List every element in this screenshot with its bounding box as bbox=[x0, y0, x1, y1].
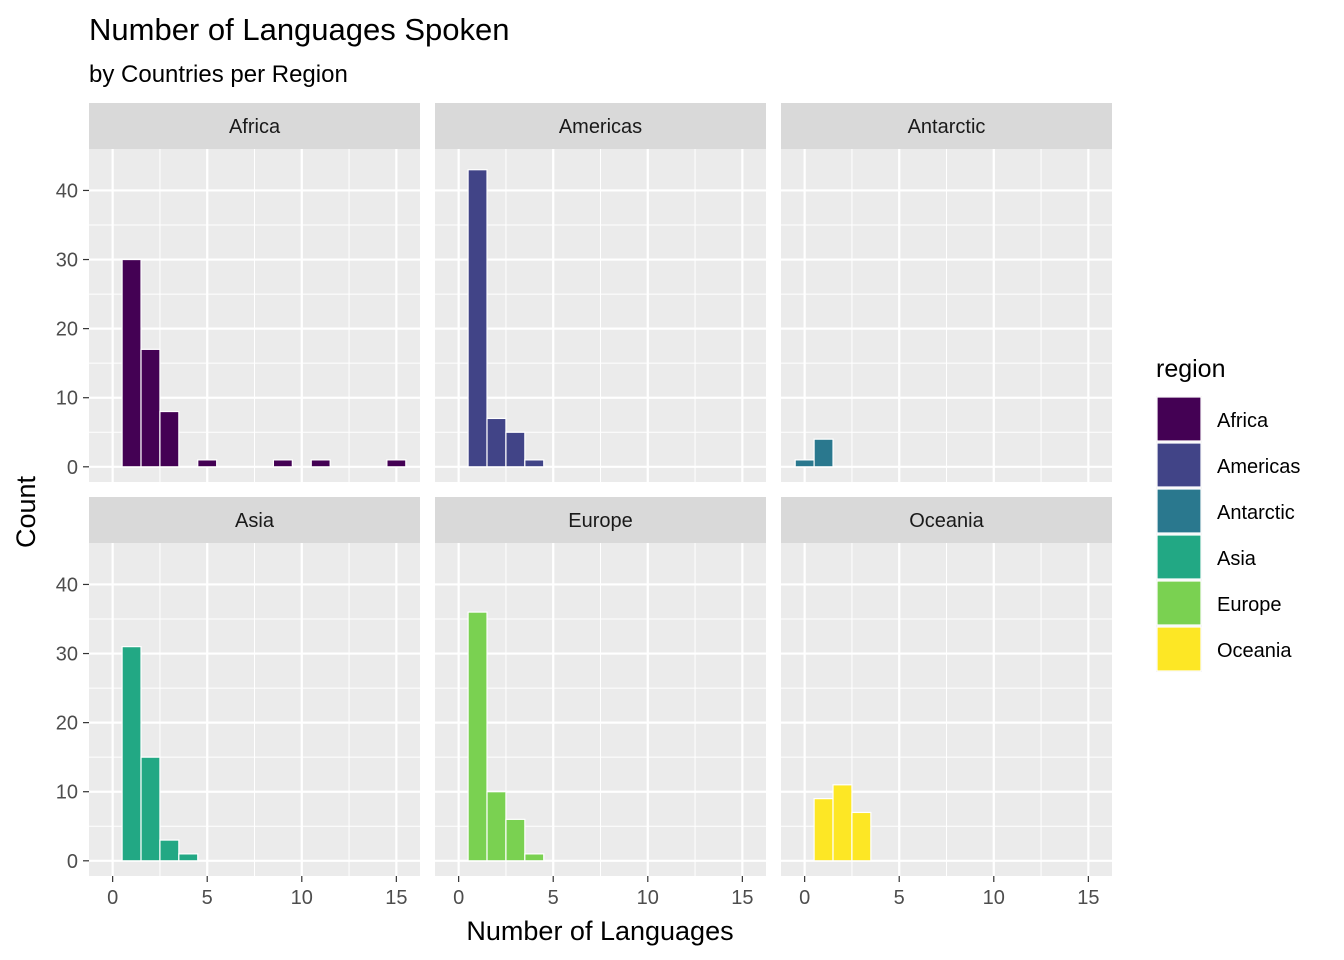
facet-strip-label-oceania: Oceania bbox=[909, 510, 984, 532]
bar-europe-x3 bbox=[505, 818, 526, 862]
x-tick-label: 10 bbox=[637, 887, 659, 909]
legend-label-oceania: Oceania bbox=[1217, 640, 1292, 662]
legend-label-africa: Africa bbox=[1217, 410, 1269, 432]
bar-africa-x5 bbox=[197, 459, 218, 468]
bar-africa-x9 bbox=[272, 459, 293, 468]
facet-africa: Africa 0 10 20 30 40 bbox=[56, 103, 420, 482]
bar-africa-x1 bbox=[121, 258, 142, 468]
bar-oceania-x2 bbox=[832, 784, 853, 862]
bar-oceania-x1 bbox=[813, 798, 834, 862]
bar-asia-x3 bbox=[159, 839, 180, 862]
facet-panels: Africa 0 10 20 30 40 Americas Antarctic Asia 0 10 2… bbox=[56, 103, 1112, 909]
facet-strip-americas bbox=[435, 103, 766, 149]
facet-strip-label-americas: Americas bbox=[559, 116, 642, 138]
bar-europe-x4 bbox=[524, 853, 545, 862]
legend: region Africa Americas Antarctic Asia Europe… bbox=[1156, 355, 1300, 672]
legend-title: region bbox=[1156, 355, 1226, 383]
facet-strip-oceania bbox=[781, 497, 1112, 543]
bar-africa-x2 bbox=[140, 348, 161, 468]
facet-strip-label-europe: Europe bbox=[568, 510, 633, 532]
y-tick-label: 10 bbox=[56, 782, 78, 804]
facet-strip-asia bbox=[89, 497, 420, 543]
bar-americas-x4 bbox=[524, 459, 545, 468]
bar-americas-x2 bbox=[486, 417, 507, 468]
bar-asia-x1 bbox=[121, 646, 142, 862]
legend-key-oceania bbox=[1156, 626, 1202, 672]
facet-strip-label-antarctic: Antarctic bbox=[908, 116, 986, 138]
bar-asia-x4 bbox=[178, 853, 199, 862]
x-axis-title: Number of Languages bbox=[466, 916, 733, 946]
facet-strip-africa bbox=[89, 103, 420, 149]
bar-europe-x1 bbox=[467, 611, 488, 862]
x-tick-label: 15 bbox=[385, 887, 407, 909]
bar-africa-x3 bbox=[159, 410, 180, 468]
facet-europe: Europe 0 5 10 15 bbox=[435, 497, 766, 909]
legend-label-antarctic: Antarctic bbox=[1217, 502, 1295, 524]
x-tick-label: 10 bbox=[291, 887, 313, 909]
bar-asia-x2 bbox=[140, 756, 161, 862]
x-tick-label: 5 bbox=[548, 887, 559, 909]
y-tick-label: 20 bbox=[56, 713, 78, 735]
y-tick-label: 40 bbox=[56, 574, 78, 596]
chart-title: Number of Languages Spoken bbox=[89, 12, 510, 47]
legend-label-europe: Europe bbox=[1217, 594, 1282, 616]
x-tick-label: 0 bbox=[453, 887, 464, 909]
facet-oceania: Oceania 0 5 10 15 bbox=[781, 497, 1112, 909]
x-tick-label: 0 bbox=[799, 887, 810, 909]
facet-americas: Americas bbox=[435, 103, 766, 482]
facet-strip-label-africa: Africa bbox=[229, 116, 281, 138]
y-tick-label: 0 bbox=[67, 851, 78, 873]
facet-asia: Asia 0 10 20 30 40 0 5 10 15 bbox=[56, 497, 420, 909]
x-tick-label: 15 bbox=[731, 887, 753, 909]
x-tick-label: 10 bbox=[983, 887, 1005, 909]
bar-europe-x2 bbox=[486, 791, 507, 862]
y-tick-label: 40 bbox=[56, 180, 78, 202]
y-tick-label: 20 bbox=[56, 319, 78, 341]
y-tick-label: 10 bbox=[56, 388, 78, 410]
bar-americas-x1 bbox=[467, 169, 488, 468]
bar-africa-x11 bbox=[310, 459, 331, 468]
y-tick-label: 30 bbox=[56, 250, 78, 272]
x-tick-label: 5 bbox=[202, 887, 213, 909]
x-tick-label: 0 bbox=[107, 887, 118, 909]
legend-key-europe bbox=[1156, 580, 1202, 626]
facet-strip-europe bbox=[435, 497, 766, 543]
legend-key-americas bbox=[1156, 442, 1202, 488]
bar-oceania-x3 bbox=[851, 811, 872, 862]
y-tick-label: 30 bbox=[56, 644, 78, 666]
legend-label-americas: Americas bbox=[1217, 456, 1300, 478]
chart-subtitle: by Countries per Region bbox=[89, 61, 348, 88]
bar-antarctic-x1 bbox=[813, 438, 834, 468]
legend-key-africa bbox=[1156, 396, 1202, 442]
x-tick-label: 15 bbox=[1077, 887, 1099, 909]
legend-label-asia: Asia bbox=[1217, 548, 1257, 570]
legend-key-asia bbox=[1156, 534, 1202, 580]
bar-antarctic-x0 bbox=[794, 459, 815, 468]
facet-antarctic: Antarctic bbox=[781, 103, 1112, 482]
y-tick-label: 0 bbox=[67, 457, 78, 479]
facet-strip-label-asia: Asia bbox=[235, 510, 275, 532]
legend-key-antarctic bbox=[1156, 488, 1202, 534]
bar-americas-x3 bbox=[505, 431, 526, 468]
facet-strip-antarctic bbox=[781, 103, 1112, 149]
y-axis-title: Count bbox=[11, 475, 41, 548]
x-tick-label: 5 bbox=[894, 887, 905, 909]
bar-africa-x15 bbox=[386, 459, 407, 468]
